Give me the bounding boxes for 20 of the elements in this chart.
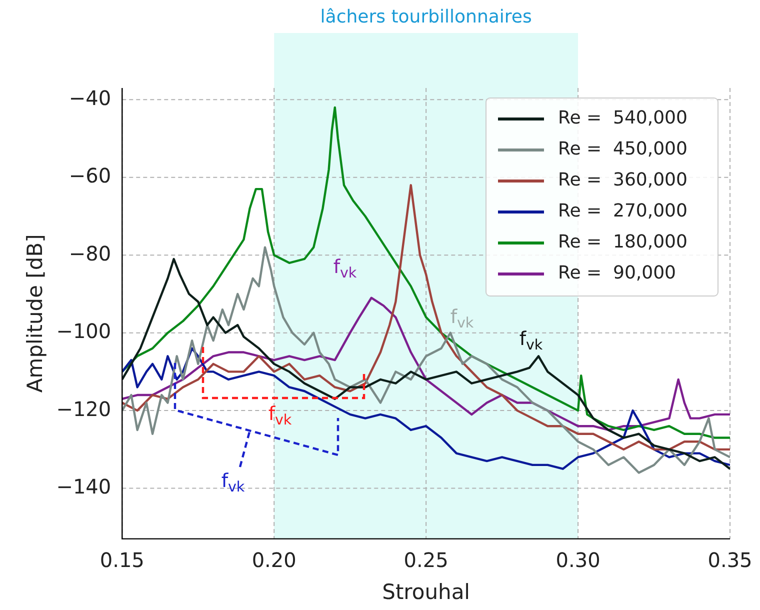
y-tick-label: −120 <box>56 396 112 421</box>
x-tick-label: 0.20 <box>252 548 296 572</box>
y-tick-label: −80 <box>68 241 112 266</box>
legend-label: Re = 540,000 <box>558 108 688 129</box>
band-label: lâchers tourbillonnaires <box>320 6 532 28</box>
legend-label: Re = 450,000 <box>558 138 688 160</box>
legend-label: Re = 90,000 <box>558 262 676 284</box>
x-tick-label: 0.35 <box>708 548 752 572</box>
y-tick-label: −60 <box>68 164 112 188</box>
y-tick-label: −100 <box>56 319 112 344</box>
x-tick-label: 0.15 <box>100 548 144 572</box>
legend-label: Re = 360,000 <box>558 170 688 191</box>
x-tick-label: 0.25 <box>404 548 448 572</box>
legend-label: Re = 180,000 <box>558 232 688 253</box>
x-tick-label: 0.30 <box>556 548 600 572</box>
y-tick-label: −140 <box>56 474 112 498</box>
y-axis-title: Amplitude [dB] <box>23 234 48 393</box>
x-axis-title: Strouhal <box>382 580 470 604</box>
legend-label: Re = 270,000 <box>558 200 688 222</box>
y-tick-label: −40 <box>68 86 112 110</box>
